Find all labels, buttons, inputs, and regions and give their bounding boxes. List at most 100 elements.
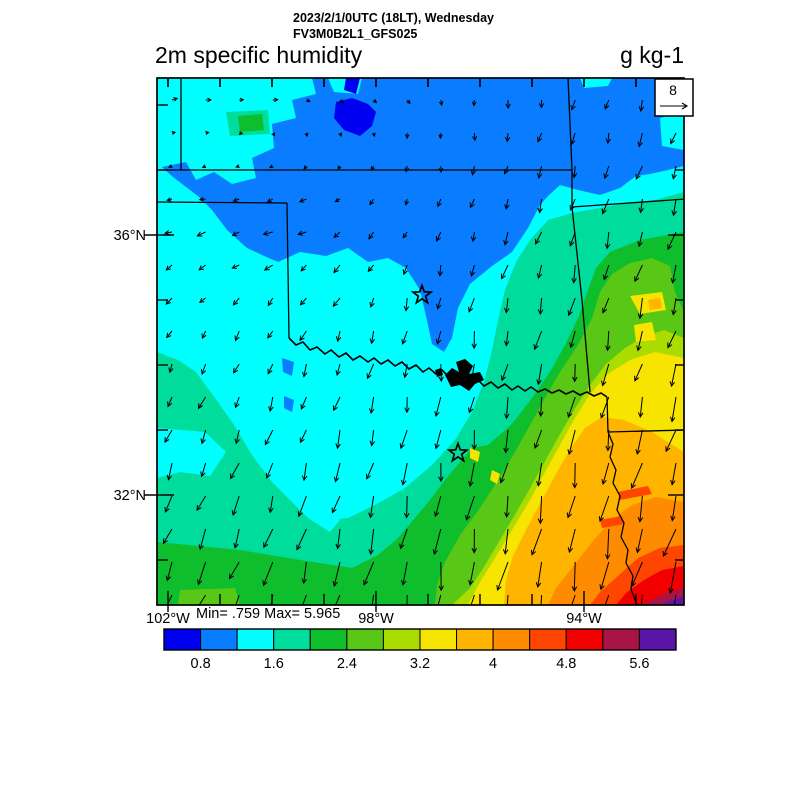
border-texas-oklahoma-100w xyxy=(286,202,290,339)
wind-arrow xyxy=(369,297,375,308)
wind-arrow xyxy=(166,462,173,481)
colorbar-cell xyxy=(638,628,677,651)
wind-arrow xyxy=(438,132,443,140)
region-redorange-streak-b xyxy=(600,516,624,528)
wind-arrow xyxy=(263,264,274,271)
wind-arrow xyxy=(368,231,375,240)
wind-arrow xyxy=(304,132,309,138)
colorbar-cell xyxy=(419,628,458,651)
wind-arrow xyxy=(505,99,511,110)
map-frame xyxy=(156,77,685,606)
wind-arrow xyxy=(300,264,307,272)
wind-arrow xyxy=(196,231,206,237)
wind-arrow xyxy=(371,594,375,605)
region-cyan-top-dot xyxy=(580,78,612,88)
wind-arrow xyxy=(167,164,173,168)
region-yellow-speck-a xyxy=(470,448,480,462)
wind-arrow xyxy=(368,528,375,556)
colorbar-label-4.8: 4.8 xyxy=(556,656,576,672)
wind-arrow xyxy=(504,297,510,314)
wind-arrow xyxy=(435,231,442,242)
wind-arrow xyxy=(670,396,677,423)
wind-arrow xyxy=(670,462,677,486)
wind-arrow xyxy=(537,165,543,179)
wind-arrow xyxy=(262,230,273,236)
city-star-marker xyxy=(410,283,434,305)
wind-arrow xyxy=(234,330,240,342)
wind-arrow xyxy=(605,429,611,452)
wind-arrow xyxy=(166,330,173,339)
wind-arrow xyxy=(566,495,576,519)
wind-arrow xyxy=(465,495,475,521)
wind-arrow xyxy=(469,264,476,277)
reference-arrow-icon xyxy=(660,102,689,110)
border-missouri-arkansas xyxy=(571,198,684,208)
wind-arrow xyxy=(239,97,245,103)
wind-arrow xyxy=(235,594,240,605)
colorbar-cell xyxy=(309,628,348,651)
wind-arrow xyxy=(403,297,410,312)
wind-arrow xyxy=(231,264,240,269)
wind-arrow xyxy=(538,99,545,109)
wind-arrow xyxy=(265,462,274,479)
colorbar-label-4: 4 xyxy=(489,656,497,672)
wind-arrow xyxy=(303,165,308,170)
wind-arrow xyxy=(164,230,173,235)
wind-arrow xyxy=(306,98,311,103)
wind-arrow xyxy=(297,230,307,236)
colorbar-cell xyxy=(529,628,567,651)
wind-arrow xyxy=(499,462,509,484)
colorbar-label-1.6: 1.6 xyxy=(264,656,284,672)
wind-arrow xyxy=(301,561,307,585)
wind-arrow xyxy=(331,495,341,514)
region-blue-dot-b xyxy=(284,396,294,412)
region-oy-dot-enclave xyxy=(648,298,662,310)
border-oklahoma-arkansas xyxy=(571,206,591,393)
wind-arrow xyxy=(570,99,576,111)
wind-arrow xyxy=(200,462,207,478)
wind-arrow xyxy=(363,561,375,586)
wind-arrow xyxy=(471,429,478,451)
colorbar-cell xyxy=(492,628,531,651)
wind-arrow xyxy=(634,363,643,382)
region-yellow-speck-b xyxy=(490,470,500,484)
wind-arrow xyxy=(438,99,444,107)
wind-arrow xyxy=(468,396,475,414)
wind-arrow xyxy=(503,429,509,454)
wind-arrow xyxy=(634,264,643,283)
wind-arrow xyxy=(205,97,212,103)
wind-arrow xyxy=(300,396,307,410)
region-blue-dot-a xyxy=(282,358,294,376)
wind-arrow xyxy=(537,495,544,525)
wind-arrow xyxy=(168,363,174,374)
wind-arrow xyxy=(567,429,576,456)
wind-arrow xyxy=(605,132,612,145)
wind-arrow xyxy=(671,198,677,217)
region-north-blue-mass xyxy=(157,78,684,352)
colorbar-tick-labels: 0.8 1.6 2.4 3.2 4 4.8 5.6 xyxy=(191,656,650,672)
wind-arrow xyxy=(500,264,509,280)
wind-arrow xyxy=(435,330,442,345)
colorbar-cell xyxy=(200,628,238,651)
colorbar-cell xyxy=(565,628,604,651)
wind-arrow xyxy=(662,528,677,557)
colorbar-label-0.8: 0.8 xyxy=(191,656,211,672)
wind-arrow xyxy=(404,198,409,206)
wind-arrow xyxy=(601,198,610,215)
wind-arrow xyxy=(469,363,475,382)
wind-arrow xyxy=(599,561,610,591)
wind-arrow xyxy=(406,594,408,605)
wind-arrow xyxy=(504,495,510,518)
wind-arrow xyxy=(470,594,475,605)
reference-vector-value: 8 xyxy=(669,82,677,98)
wind-arrow xyxy=(500,363,509,382)
wind-arrow xyxy=(535,231,543,245)
wind-arrow xyxy=(468,561,475,586)
wind-arrow xyxy=(669,363,677,388)
wind-arrow xyxy=(570,132,576,146)
wind-arrow xyxy=(638,99,645,113)
wind-arrow xyxy=(205,130,210,135)
wind-arrow xyxy=(335,330,342,343)
wind-arrow xyxy=(537,132,543,143)
wind-arrow xyxy=(403,495,410,519)
